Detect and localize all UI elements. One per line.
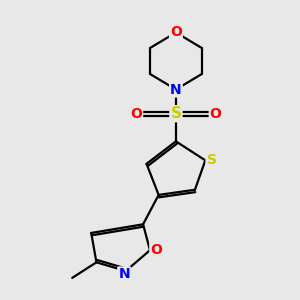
Text: N: N — [118, 267, 130, 281]
Text: N: N — [170, 82, 182, 97]
Text: O: O — [210, 107, 222, 121]
Text: O: O — [170, 26, 182, 40]
Text: S: S — [170, 106, 182, 121]
Text: O: O — [130, 107, 142, 121]
Text: S: S — [206, 153, 217, 167]
Text: O: O — [150, 243, 162, 257]
